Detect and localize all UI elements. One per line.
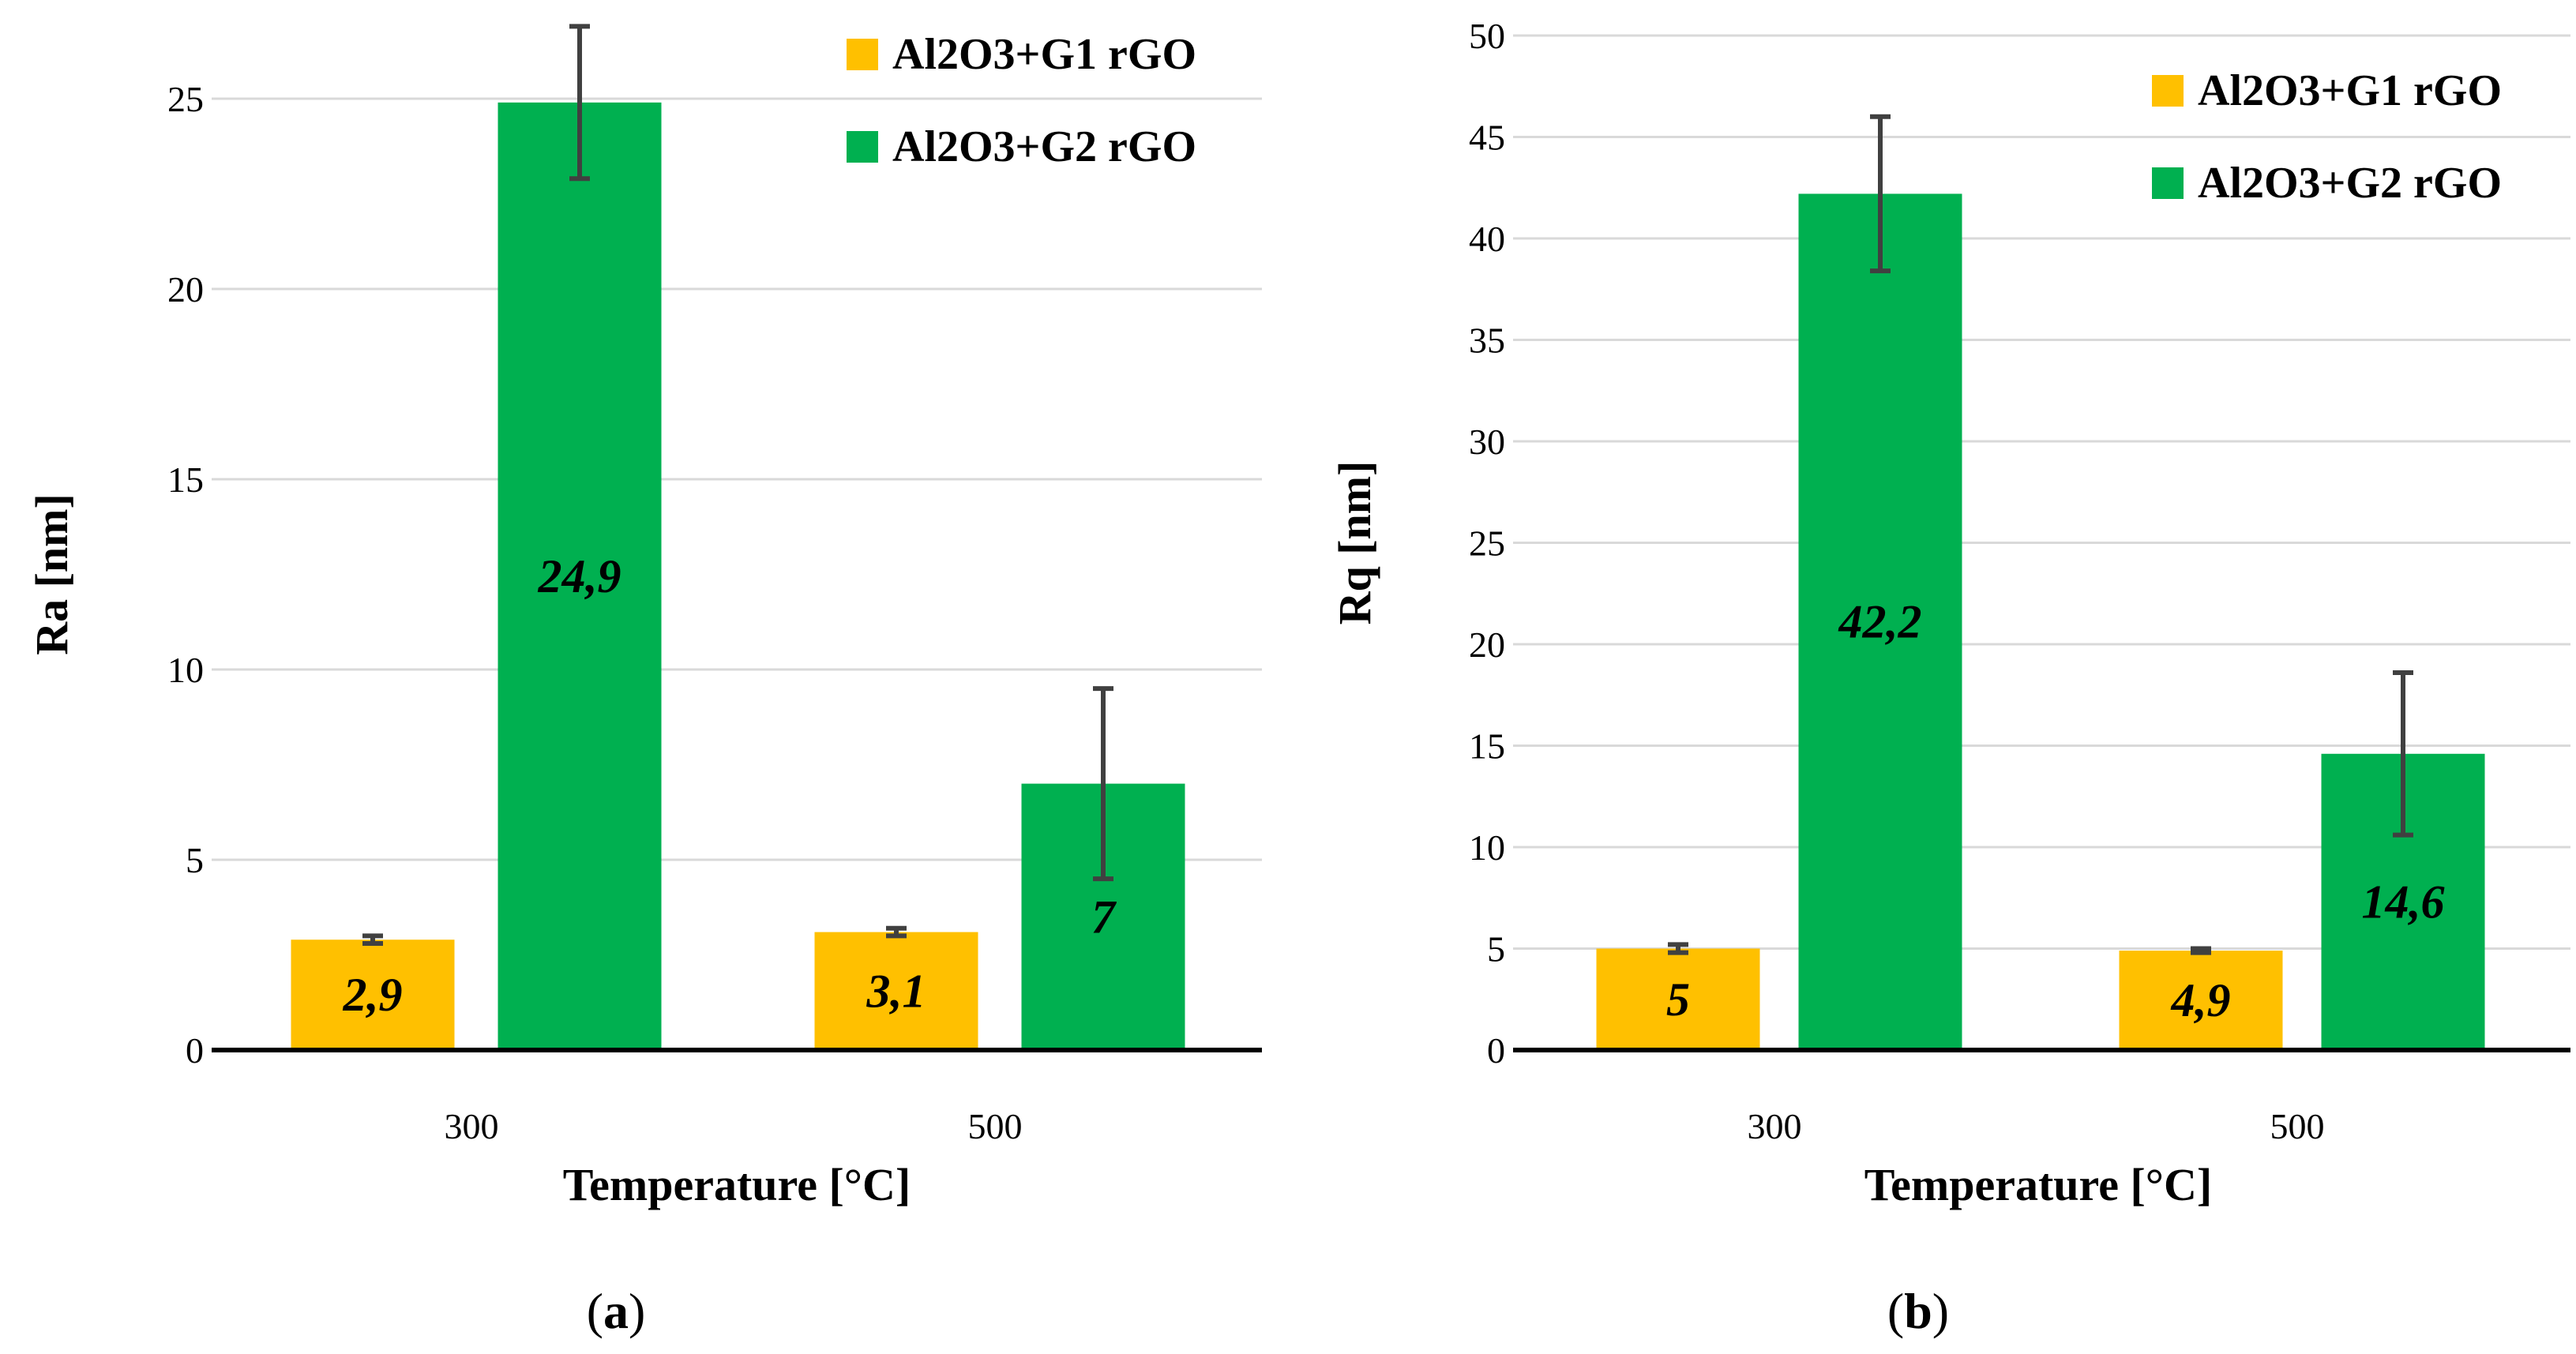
bar-1-500: [2119, 951, 2283, 1050]
x-tick-label: 500: [2270, 1106, 2325, 1146]
y-tick-label: 25: [1469, 523, 1505, 564]
data-label: 42,2: [1838, 596, 1922, 648]
y-tick-label: 10: [1469, 827, 1505, 868]
legend-swatch: [2152, 167, 2184, 199]
y-tick-label: 25: [167, 79, 204, 119]
panel-label: (a): [587, 1283, 646, 1339]
x-tick-label: 300: [445, 1106, 499, 1146]
data-label: 14,6: [2362, 876, 2445, 928]
panel-label-letter: a: [603, 1283, 629, 1339]
legend-label: Al2O3+G1 rGO: [2198, 66, 2502, 115]
x-tick-label: 500: [968, 1106, 1023, 1146]
panel-label-open: (: [1887, 1283, 1904, 1339]
data-label: 7: [1091, 891, 1117, 943]
chart-panel-a: 0 5 10 15 20 25 2,9 3,1 24,9 7 300 500 Temperature […: [26, 24, 1262, 1339]
data-label: 4,9: [2171, 974, 2231, 1026]
panel-label-open: (: [587, 1283, 603, 1339]
y-tick-label: 0: [1487, 1030, 1505, 1071]
y-tick-label: 5: [186, 840, 204, 880]
legend-swatch: [847, 39, 878, 70]
legend-label: Al2O3+G2 rGO: [2198, 159, 2502, 208]
bar-1-300: [291, 940, 455, 1050]
bar-2-300: [498, 102, 662, 1050]
legend-swatch: [2152, 75, 2184, 107]
data-label: 24,9: [538, 550, 621, 602]
legend-swatch: [847, 131, 878, 163]
panel-label-letter: b: [1904, 1283, 1932, 1339]
x-axis-title: Temperature [°C]: [1864, 1159, 2212, 1210]
y-tick-label: 45: [1469, 118, 1505, 158]
y-tick-label: 10: [167, 650, 204, 690]
bar-1-300: [1596, 948, 1760, 1050]
y-tick-label: 0: [186, 1030, 204, 1071]
legend-label: Al2O3+G1 rGO: [892, 30, 1196, 79]
x-tick-label: 300: [1748, 1106, 1802, 1146]
data-label: 5: [1666, 973, 1690, 1026]
y-tick-label: 30: [1469, 422, 1505, 462]
y-axis-title: Rq [nm]: [1329, 461, 1380, 625]
legend-label: Al2O3+G2 rGO: [892, 122, 1196, 171]
panel-label-close: ): [629, 1283, 645, 1339]
y-tick-label: 15: [167, 459, 204, 500]
panel-label-close: ): [1932, 1283, 1949, 1339]
y-tick-label: 35: [1469, 321, 1505, 361]
data-label: 3,1: [866, 965, 926, 1017]
y-tick-label: 5: [1487, 929, 1505, 970]
bar-2-300: [1798, 193, 1962, 1051]
y-axis-title: Ra [nm]: [26, 493, 77, 655]
x-axis-title: Temperature [°C]: [563, 1159, 911, 1210]
y-tick-label: 20: [167, 269, 204, 309]
y-tick-label: 20: [1469, 624, 1505, 665]
bar-1-500: [814, 932, 978, 1050]
chart-panel-b: 0 5 10 15 20 25 30 35 40 45 50 5 4,9 42,2 14,6 300 500 Te…: [1329, 16, 2570, 1339]
y-tick-label: 40: [1469, 219, 1505, 259]
y-tick-label: 50: [1469, 16, 1505, 56]
data-label: 2,9: [343, 969, 403, 1021]
y-tick-label: 15: [1469, 726, 1505, 767]
panel-label: (b): [1887, 1283, 1949, 1339]
